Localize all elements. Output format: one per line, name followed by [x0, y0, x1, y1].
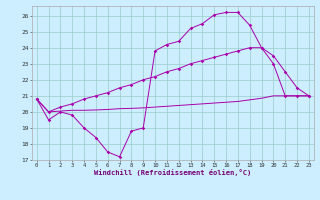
X-axis label: Windchill (Refroidissement éolien,°C): Windchill (Refroidissement éolien,°C): [94, 169, 252, 176]
